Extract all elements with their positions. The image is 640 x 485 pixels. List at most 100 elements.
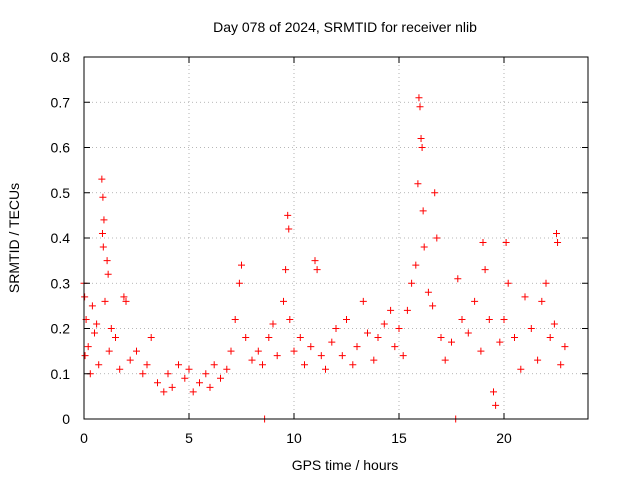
data-point [496,338,504,346]
data-point [95,361,103,369]
data-point [553,229,560,237]
grid-layer [84,57,588,419]
data-point [107,325,115,332]
data-point [313,266,321,274]
chart-title: Day 078 of 2024, SRMTID for receiver nli… [213,19,477,35]
data-point [101,297,109,305]
y-tick-label: 0.6 [51,140,71,156]
data-point [81,293,89,301]
data-point [464,329,472,337]
data-point [196,379,203,387]
data-point [317,352,325,360]
data-point [112,334,119,342]
data-point [103,257,111,265]
data-point [160,388,168,396]
data-point [534,356,542,364]
data-point [415,94,423,102]
data-point [554,239,562,247]
data-point [391,343,399,351]
data-point [349,361,357,369]
data-point [471,297,479,305]
data-point [561,343,569,351]
data-point [359,297,367,305]
data-point [98,229,106,237]
data-point [332,325,340,332]
data-point [353,343,361,351]
x-tick-label: 20 [496,430,512,446]
data-point [88,302,96,310]
y-tick-label: 0.2 [51,321,71,337]
data-point [417,134,425,142]
data-point [189,388,197,396]
data-point [223,365,231,373]
data-point [120,293,128,301]
y-tick-label: 0.7 [51,94,71,110]
data-point [370,356,378,364]
data-point [273,352,281,360]
data-point [286,315,294,323]
data-point [175,361,182,369]
data-point [81,352,89,360]
data-point [343,315,350,323]
data-point [322,365,329,373]
data-point [301,361,308,369]
y-tick-label: 0.8 [51,49,71,65]
data-point [374,334,382,342]
data-point [104,270,112,278]
data-point [217,374,224,382]
data-point [399,352,407,360]
data-point [98,175,106,183]
x-tick-label: 10 [286,430,302,446]
data-point [227,347,235,355]
x-axis-label: GPS time / hours [292,457,399,473]
data-point [380,320,388,328]
data-point [122,297,130,305]
data-point [139,370,147,378]
data-point [477,347,485,355]
y-tick-label: 0.1 [51,366,71,382]
data-point [364,329,371,337]
y-tick-label: 0.4 [51,230,71,246]
data-point [99,243,107,251]
data-point [557,361,565,369]
data-point [284,211,292,219]
y-axis-label: SRMTID / TECUs [6,183,22,293]
data-point [147,334,155,342]
data-point [235,279,243,287]
data-point [164,370,172,378]
data-point [296,334,304,342]
data-point [550,320,558,328]
data-point [254,347,262,355]
data-point [154,379,161,387]
data-point [265,334,273,342]
data-point [311,257,319,265]
data-point [433,234,441,242]
data-point [84,343,92,351]
data-points [80,94,569,423]
data-point [307,343,315,351]
axis-ticks: 0 5 10 15 20 0 0.1 0.2 0.3 0.4 0.5 0.6 0.7 0.8 [51,49,588,446]
data-point [511,334,518,342]
data-point [429,302,437,310]
y-tick-label: 0.5 [51,185,71,201]
data-point [521,293,529,301]
data-point [485,315,493,323]
data-point [448,338,455,346]
data-point [419,207,427,215]
data-point [93,320,101,328]
data-point [412,261,420,269]
data-point [481,266,489,274]
data-point [269,320,277,328]
data-point [168,383,176,391]
data-point [206,383,214,391]
data-point [416,103,424,111]
data-point [338,352,346,360]
data-point [91,329,98,337]
data-point [458,315,466,323]
data-point [454,275,462,283]
data-point [418,144,426,151]
data-point [502,239,510,247]
data-point [546,334,554,342]
data-point [100,216,108,224]
